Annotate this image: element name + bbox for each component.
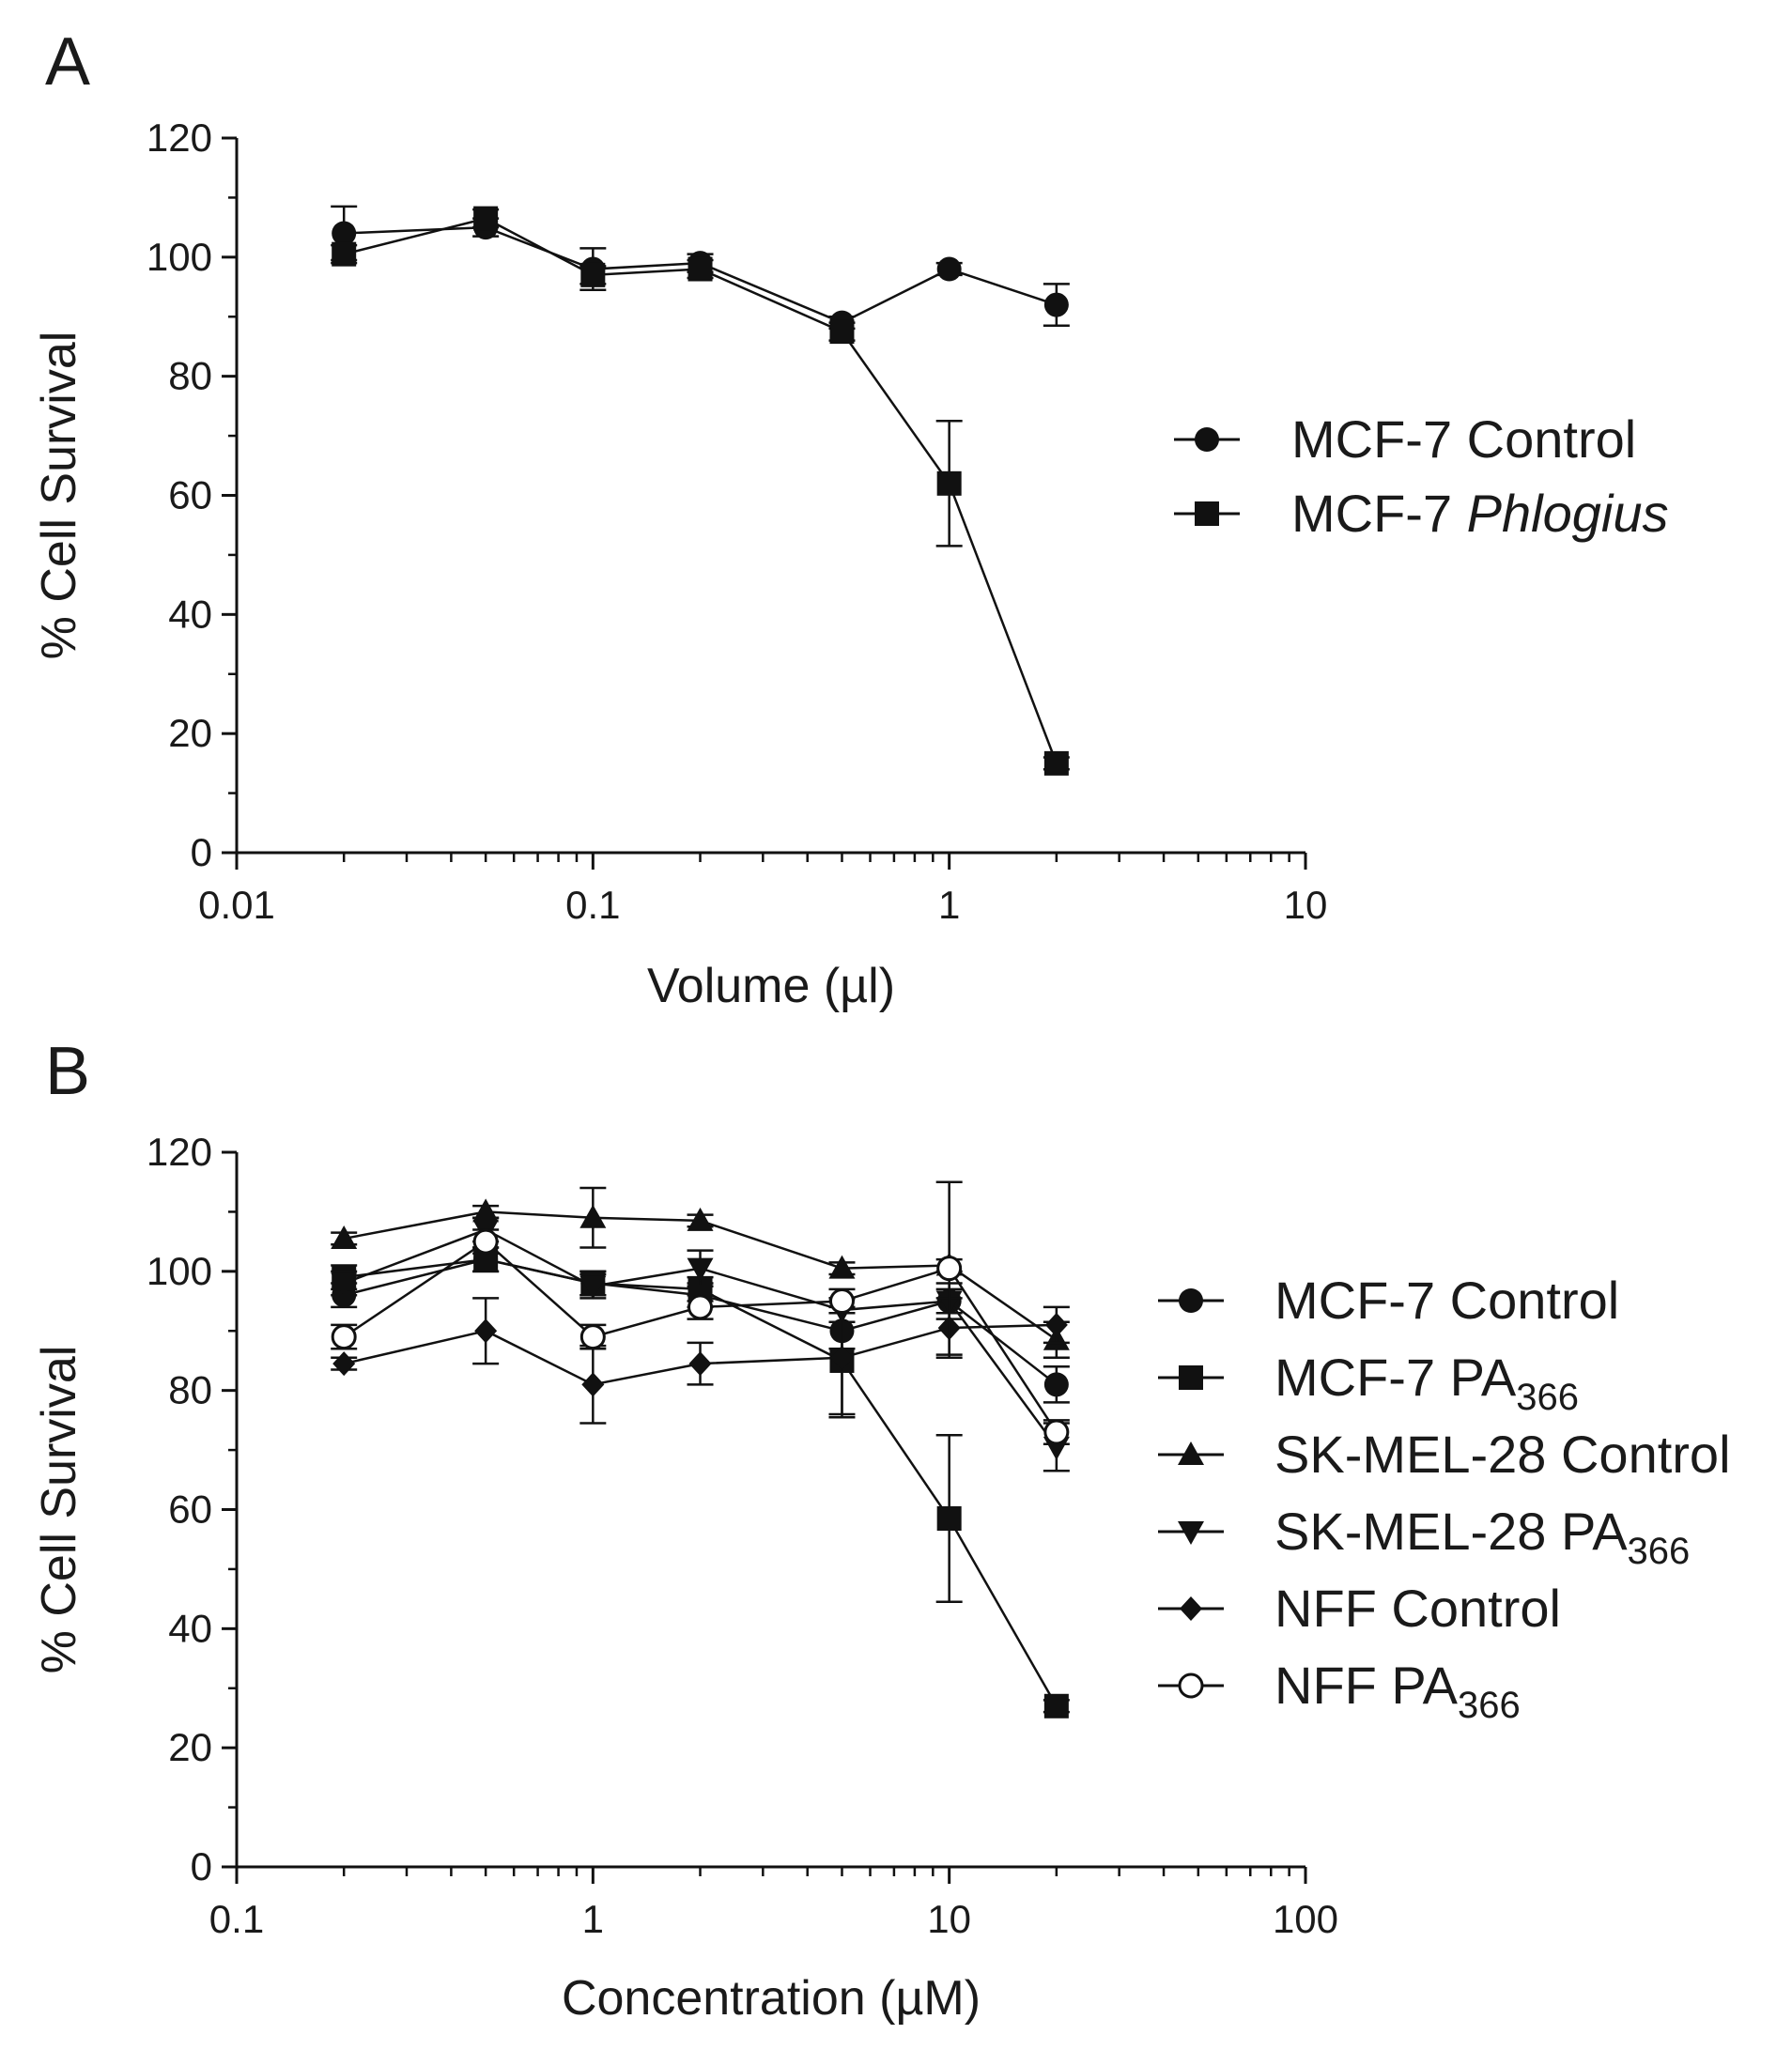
chart-b-data-point [936, 1506, 962, 1532]
chart-b-legend-marker [1178, 1441, 1204, 1465]
chart-a-legend-marker [1195, 427, 1219, 452]
chart-a-data-point [1043, 750, 1069, 776]
chart-b-data-point [1043, 1693, 1069, 1719]
chart-b-data-point [687, 1294, 714, 1320]
chart-b-data-point [579, 1324, 606, 1350]
chart-a-y-tick-label: 20 [168, 711, 212, 755]
chart-b-series-4 [331, 1297, 1070, 1425]
chart-a-series-1 [331, 206, 1070, 776]
chart-b-legend-marker [1179, 1288, 1203, 1313]
chart-b-y-tick-label: 60 [168, 1487, 212, 1532]
chart-b-data-point [331, 1324, 357, 1350]
chart-a-x-tick-label: 1 [938, 883, 960, 927]
chart-b-y-tick-label: 80 [168, 1368, 212, 1412]
chart-b-y-tick-label: 120 [147, 1130, 212, 1174]
chart-a-legend: MCF-7 Control MCF-7 Phlogius [1174, 409, 1668, 543]
chart-b-data-point [331, 1225, 358, 1249]
chart-a-data-point [580, 262, 606, 287]
chart-b-legend-label: MCF-7 Control [1274, 1271, 1619, 1330]
chart-b-data-point [579, 1275, 607, 1300]
chart-b-legend-label: SK-MEL-28 Control [1274, 1425, 1731, 1484]
chart-a-y-tick-label: 120 [147, 116, 212, 160]
chart-a-y-tick-label: 40 [168, 592, 212, 636]
chart-a-data-point [1043, 292, 1069, 317]
chart-b-y-tick-label: 40 [168, 1606, 212, 1650]
chart-b-data-point [1044, 1312, 1068, 1337]
chart-b-legend-marker [1179, 1365, 1203, 1390]
chart-b-legend-label: SK-MEL-28 PA366 [1274, 1502, 1690, 1572]
chart-b-x-axis-label: Concentration (µM) [562, 1971, 981, 2026]
chart-b-x-tick-label: 10 [927, 1897, 971, 1941]
chart-a-x-axis-label: Volume (µl) [647, 959, 895, 1013]
chart-a-legend-label: MCF-7 Phlogius [1291, 484, 1668, 543]
chart-a-data-point [687, 256, 713, 282]
chart-b-x-tick-label: 100 [1273, 1897, 1338, 1941]
chart-a-y-tick-label: 100 [147, 235, 212, 279]
chart-b-legend-marker [1178, 1672, 1204, 1699]
chart-b-legend-label: MCF-7 PA366 [1274, 1348, 1579, 1418]
chart-b-data-point [1043, 1419, 1070, 1445]
chart-b-data-point [687, 1257, 714, 1282]
chart-b-x-tick-label: 0.1 [209, 1897, 264, 1941]
chart-a-data-point [936, 256, 962, 282]
chart-b-x-tick-label: 1 [582, 1897, 604, 1941]
chart-b-data-point [687, 1207, 714, 1231]
chart-b-y-axis-label: % Cell Survival [32, 1346, 86, 1674]
chart-b-data-point [331, 1272, 358, 1297]
chart-b-legend-label: NFF PA366 [1274, 1656, 1521, 1726]
chart-b-legend: MCF-7 Control MCF-7 PA366 SK-MEL-28 Contro… [1158, 1271, 1731, 1726]
chart-b-data-point [830, 1345, 854, 1370]
chart-a-legend-marker [1195, 501, 1219, 526]
chart-b-series-5 [331, 1180, 1070, 1445]
chart-a-x-tick-label: 0.1 [565, 883, 620, 927]
chart-b-legend-label: NFF Control [1274, 1579, 1561, 1638]
chart-a-x-tick-label: 10 [1284, 883, 1328, 927]
chart-a-y-tick-label: 0 [191, 830, 212, 874]
chart-a-legend-label: MCF-7 Control [1291, 409, 1636, 469]
chart-b-data-point [1043, 1372, 1069, 1397]
chart-a-data-point [936, 470, 962, 496]
chart-a-y-axis-label: % Cell Survival [32, 331, 86, 660]
chart-b-legend-marker [1180, 1596, 1202, 1621]
chart-b-legend-marker [1178, 1521, 1204, 1545]
chart-a-data-point [332, 241, 357, 267]
chart-a-y-tick-label: 80 [168, 354, 212, 398]
chart-b-y-tick-label: 20 [168, 1725, 212, 1769]
chart-b-data-point [688, 1351, 712, 1377]
chart-a-y-tick-label: 60 [168, 473, 212, 517]
chart-a: 0 20 40 60 80 100 120 0.01 0.1 1 10 % Cell Survival… [32, 116, 1668, 1013]
panel-b-label: B [45, 1034, 90, 1109]
chart-b-data-point [474, 1318, 498, 1344]
chart-b-data-point [828, 1288, 855, 1315]
chart-b-data-point [332, 1351, 356, 1377]
chart-a-data-point [473, 206, 499, 231]
chart-b-y-tick-label: 100 [147, 1249, 212, 1293]
chart-b-data-point [472, 1198, 500, 1223]
chart-b-data-point [472, 1228, 499, 1255]
chart-b-data-point [581, 1372, 605, 1397]
chart-b: 0 20 40 60 80 100 120 0.1 1 10 100 % Cell Survival C… [32, 1130, 1731, 2026]
chart-b-data-point [828, 1255, 856, 1279]
chart-b-data-point [936, 1256, 963, 1282]
panel-a-label: A [45, 24, 90, 100]
chart-a-data-point [332, 221, 357, 246]
chart-a-data-point [829, 319, 855, 345]
chart-a-x-tick-label: 0.01 [198, 883, 275, 927]
chart-b-y-tick-label: 0 [191, 1844, 212, 1888]
chart-b-data-point [579, 1204, 607, 1228]
